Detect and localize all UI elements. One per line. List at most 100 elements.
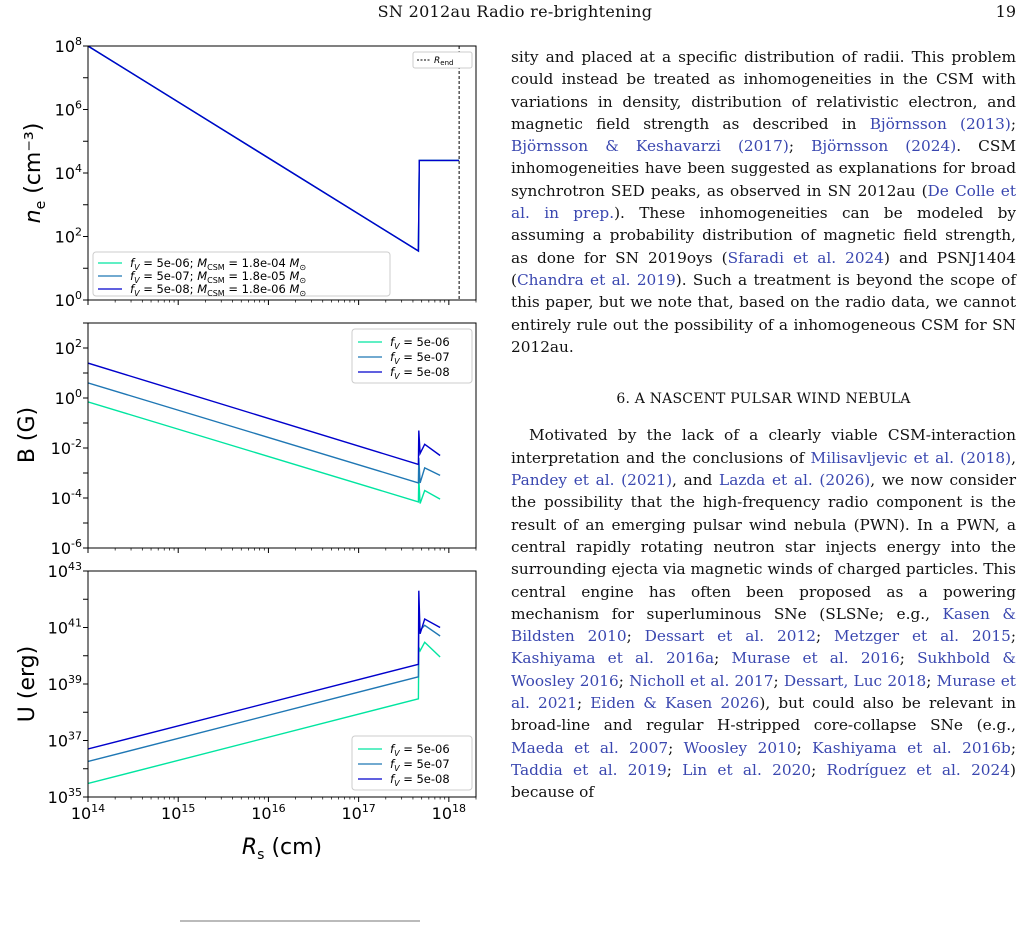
tick-label: 1016 (251, 802, 285, 823)
tick-label: 1039 (48, 673, 82, 694)
body-text: Motivated by the lack of a clearly viabl… (511, 426, 1016, 467)
body-text: ). Such a treatment is beyond the scope … (511, 270, 1016, 356)
citation-link[interactable]: Maeda et al. 2007 (511, 738, 669, 757)
tick-label: 10-4 (51, 487, 82, 508)
citation-link[interactable]: Lin et al. 2020 (682, 760, 812, 779)
legend-entry: fV = 5e-07; MCSM = 1.8e-05 M⊙ (130, 269, 306, 285)
body-text: , (1011, 448, 1016, 467)
body-text: ) and PSNJ1404 ( (511, 248, 1016, 289)
legend-box (92, 251, 391, 297)
body-text: ; (811, 760, 827, 779)
legend-entry: fV = 5e-06 (390, 335, 450, 351)
body-text: ; (618, 671, 630, 690)
citation-link[interactable]: Nicholl et al. 2017 (629, 671, 774, 690)
section-heading: 6. A NASCENT PULSAR WIND NEBULA (616, 391, 911, 408)
citation-link[interactable]: Milisavljevic et al. (2018) (810, 448, 1012, 467)
tick-label: 102 (55, 337, 82, 358)
body-text: ; (788, 137, 812, 156)
legend-entry: fV = 5e-08 (390, 772, 450, 788)
tick-label: 1018 (432, 802, 466, 823)
series-line (88, 46, 460, 253)
body-text: ), but could also be relevant in broad-l… (511, 694, 1016, 735)
body-text: ; (576, 694, 591, 713)
body-text: ; (926, 671, 937, 690)
citation-link[interactable]: Björnsson (2013) (869, 114, 1011, 133)
legend-entry: fV = 5e-06 (390, 742, 450, 758)
axis-label: B (G) (15, 407, 40, 463)
tick-label: 1014 (71, 802, 105, 823)
body-text: ). These inhomogeneities can be modeled … (511, 204, 1017, 267)
tick-label: 106 (55, 99, 82, 120)
legend-entry: Rend (434, 56, 453, 67)
chart-panel-1: 100 102 104 106 108 ne (cm⁻³) fV = 5e-06; MCSM… (21, 35, 477, 310)
x-axis-label: Rs (cm) (242, 835, 322, 863)
series-line (88, 46, 460, 253)
body-text: ; (815, 627, 835, 646)
cropped-caption-fragment (150, 914, 450, 928)
citation-link[interactable]: Lazda et al. (2026) (719, 471, 871, 490)
tick-label: 102 (55, 226, 82, 247)
paragraph-pulsar-wind-nebula: Motivated by the lack of a clearly viabl… (511, 424, 1016, 803)
tick-label: 100 (55, 289, 82, 310)
chart-panel-3: 1014 1015 1016 1017 1018 1035 1037 1039 1041 1043… (15, 560, 477, 863)
citation-link[interactable]: Rodríguez et al. 2024 (826, 760, 1010, 779)
citation-link[interactable]: Kasen & Bildsten 2010 (511, 604, 1017, 646)
citation-link[interactable]: Murase et al. 2016 (731, 649, 900, 668)
legend-box (412, 51, 473, 69)
citation-link[interactable]: Kashiyama et al. 2016b (812, 738, 1011, 757)
body-text: ; (668, 738, 684, 757)
body-text: , we now consider the possibility that t… (511, 471, 1017, 623)
series-line (88, 641, 441, 785)
citation-link[interactable]: Pandey et al. (2021) (511, 471, 673, 490)
citation-link[interactable]: Sukhbold & Woosley 2016 (511, 649, 1016, 690)
series-group (88, 362, 441, 504)
axis-label: U (erg) (15, 646, 40, 722)
body-text: , and (672, 471, 720, 490)
running-header: SN 2012au Radio re-brightening 19 (0, 2, 1030, 24)
text-column: sity and placed at a specific distributi… (511, 46, 1016, 804)
citation-link[interactable]: Metzger et al. 2015 (834, 627, 1011, 646)
legend-entry: fV = 5e-06; MCSM = 1.8e-04 M⊙ (130, 256, 306, 272)
series-line (88, 382, 441, 484)
body-text: ; (714, 649, 732, 668)
citation-link[interactable]: Björnsson & Keshavarzi (2017) (511, 137, 789, 156)
tick-label: 104 (55, 162, 82, 183)
legend-entry: fV = 5e-08 (390, 365, 450, 381)
figure-panels: 100 102 104 106 108 ne (cm⁻³) fV = 5e-06; MCSM… (15, 35, 477, 863)
series-line (88, 362, 441, 466)
body-text: ; (1010, 738, 1016, 757)
body-text: ; (666, 760, 683, 779)
body-text: ; (773, 671, 784, 690)
tick-label: 1041 (48, 617, 82, 638)
body-text: . CSM inhomogeneities have been suggeste… (511, 137, 1016, 200)
body-text: ; (626, 627, 645, 646)
body-text: ) because of (511, 760, 1016, 802)
citation-link[interactable]: Woosley 2010 (683, 738, 797, 757)
legend-entry: fV = 5e-08; MCSM = 1.8e-06 M⊙ (130, 282, 306, 298)
body-text: ; (796, 738, 813, 757)
citation-link[interactable]: Sfaradi et al. 2024 (727, 248, 885, 267)
tick-label: 108 (55, 35, 82, 56)
citation-link[interactable]: Chandra et al. 2019 (516, 270, 676, 289)
citation-link[interactable]: Kashiyama et al. 2016a (511, 649, 715, 668)
tick-label: 10-2 (51, 437, 82, 458)
body-text: ; (899, 649, 918, 668)
series-line (88, 401, 441, 504)
tick-label: 10-6 (51, 537, 82, 558)
body-text: ; (1010, 627, 1016, 646)
citation-link[interactable]: Taddia et al. 2019 (511, 760, 667, 779)
citation-link[interactable]: Dessart, Luc 2018 (783, 671, 927, 690)
tick-label: 1037 (48, 730, 82, 751)
tick-label: 1035 (48, 786, 82, 807)
citation-link[interactable]: Murase et al. 2021 (511, 671, 1016, 713)
tick-label: 100 (55, 387, 82, 408)
running-title: SN 2012au Radio re-brightening (377, 2, 653, 21)
legend-entry: fV = 5e-07 (390, 757, 450, 773)
body-text: ; (1010, 114, 1016, 133)
citation-link[interactable]: De Colle et al. in prep. (511, 181, 1016, 223)
chart-panel-2: 10-6 10-4 10-2 100 102 B (G) fV = 5e-06 fV = 5e… (15, 322, 477, 558)
series-group (88, 46, 460, 253)
citation-link[interactable]: Eiden & Kasen 2026 (590, 694, 760, 713)
citation-link[interactable]: Björnsson (2024) (811, 137, 957, 156)
citation-link[interactable]: Dessart et al. 2012 (644, 627, 816, 646)
